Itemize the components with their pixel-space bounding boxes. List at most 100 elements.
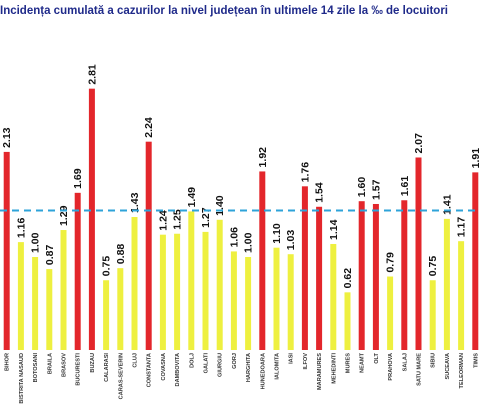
category-label-dolj: DOLJ [189, 353, 195, 368]
value-label-satu-mare: 2.07 [413, 133, 425, 154]
category-label-ilfov: ILFOV [303, 353, 309, 370]
value-label-maramures: 1.54 [314, 182, 326, 203]
bar-iasi [287, 254, 294, 350]
value-label-prahova: 0.79 [385, 252, 397, 273]
bar-ialomita [273, 247, 280, 350]
bar-mures [344, 292, 351, 350]
category-label-calarasi: CALARASI [104, 353, 110, 382]
category-label-satu-mare: SATU MARE [417, 353, 423, 386]
bar-bistrita-nasaud [17, 242, 24, 350]
bar-covasna [159, 234, 166, 350]
category-label-constanta: CONSTANTA [147, 353, 153, 387]
category-label-hunedoara: HUNEDOARA [260, 353, 266, 389]
value-label-mures: 0.62 [342, 268, 354, 289]
value-label-harghita: 1.00 [243, 232, 255, 253]
value-label-bihor: 2.13 [1, 127, 13, 148]
category-label-caras-severin: CARAS-SEVERIN [118, 353, 124, 399]
category-label-harghita: HARGHITA [246, 353, 252, 382]
category-label-dambovita: DAMBOVITA [175, 353, 181, 386]
chart-title: Incidența cumulată a cazurilor la nivel … [0, 5, 448, 17]
value-label-ialomita: 1.10 [271, 223, 283, 244]
value-label-olt: 1.57 [370, 179, 382, 200]
value-label-botosani: 1.00 [30, 232, 42, 253]
category-label-brasov: BRASOV [62, 353, 68, 377]
bar-dambovita [174, 233, 181, 350]
bar-mehedinti [330, 243, 337, 350]
bar-botosani [32, 257, 39, 350]
value-label-hunedoara: 1.92 [257, 147, 269, 168]
value-label-dolj: 1.49 [186, 187, 198, 208]
bar-giurgiu [216, 219, 223, 350]
bar-bucuresti [74, 192, 81, 350]
category-label-iasi: IASI [289, 353, 295, 364]
value-label-dambovita: 1.25 [172, 209, 184, 230]
value-label-mehedinti: 1.14 [328, 219, 340, 240]
value-label-buzau: 2.81 [86, 64, 98, 85]
bar-hunedoara [259, 171, 266, 350]
bar-prahova [387, 276, 394, 350]
value-label-bucuresti: 1.69 [72, 168, 84, 189]
value-label-suceava: 1.41 [441, 194, 453, 215]
category-label-bihor: BIHOR [5, 353, 11, 371]
value-label-neamt: 1.60 [356, 177, 368, 198]
bar-buzau [88, 88, 95, 351]
category-label-bucuresti: BUCURESTI [76, 353, 82, 386]
value-label-cluj: 1.43 [129, 192, 141, 213]
category-label-giurgiu: GIURGIU [218, 353, 224, 377]
bar-teleorman [458, 241, 465, 350]
value-label-salaj: 1.61 [399, 176, 411, 197]
category-label-neamt: NEAMT [360, 352, 366, 372]
value-label-gorj: 1.06 [228, 227, 240, 248]
value-label-teleorman: 1.17 [456, 217, 468, 238]
category-label-timis: TIMIS [473, 353, 479, 368]
value-label-constanta: 2.24 [143, 117, 155, 138]
category-label-mehedinti: MEHEDINTI [331, 353, 337, 384]
category-label-gorj: GORJ [232, 353, 238, 369]
category-label-cluj: CLUJ [133, 353, 139, 368]
category-label-buzau: BUZAU [90, 353, 96, 373]
bar-braila [46, 269, 53, 350]
category-label-salaj: SALAJ [402, 353, 408, 371]
category-label-botosani: BOTOSANI [33, 353, 39, 383]
bar-satu-mare [415, 157, 422, 350]
category-label-braila: BRAILA [47, 353, 53, 374]
bar-maramures [316, 206, 323, 350]
value-label-braila: 0.87 [44, 244, 56, 265]
bar-galati [202, 231, 209, 350]
bar-ilfov [301, 186, 308, 350]
category-label-bistrita-nasaud: BISTRITA NASAUD [19, 353, 25, 404]
bar-sibiu [429, 280, 436, 350]
bar-olt [372, 203, 379, 350]
value-label-brasov: 1.29 [58, 205, 70, 226]
bar-bihor [3, 151, 10, 350]
bar-salaj [401, 200, 408, 350]
value-label-sibiu: 0.75 [427, 256, 439, 277]
category-label-ialomita: IALOMITA [275, 353, 281, 380]
bar-gorj [230, 251, 237, 350]
category-label-covasna: COVASNA [161, 353, 167, 381]
bar-harghita [245, 257, 252, 350]
value-label-covasna: 1.24 [157, 210, 169, 231]
category-label-prahova: PRAHOVA [388, 353, 394, 381]
value-label-giurgiu: 1.40 [214, 195, 226, 216]
category-label-olt: OLT [374, 352, 380, 363]
bar-calarasi [103, 280, 110, 350]
bar-suceava [443, 218, 450, 350]
value-label-iasi: 1.03 [285, 230, 297, 251]
bar-cluj [131, 217, 138, 350]
bar-constanta [145, 141, 152, 350]
value-label-ilfov: 1.76 [299, 162, 311, 183]
bar-dolj [188, 211, 195, 350]
value-label-caras-severin: 0.88 [115, 244, 127, 265]
bar-timis [472, 172, 479, 350]
value-label-galati: 1.27 [200, 207, 212, 228]
category-label-galati: GALATI [204, 353, 210, 374]
bar-caras-severin [117, 268, 124, 350]
category-label-teleorman: TELEORMAN [459, 353, 465, 388]
value-label-timis: 1.91 [470, 148, 480, 169]
category-label-suceava: SUCEAVA [445, 353, 451, 380]
value-label-bistrita-nasaud: 1.16 [15, 218, 27, 239]
category-label-mures: MURES [346, 353, 352, 373]
